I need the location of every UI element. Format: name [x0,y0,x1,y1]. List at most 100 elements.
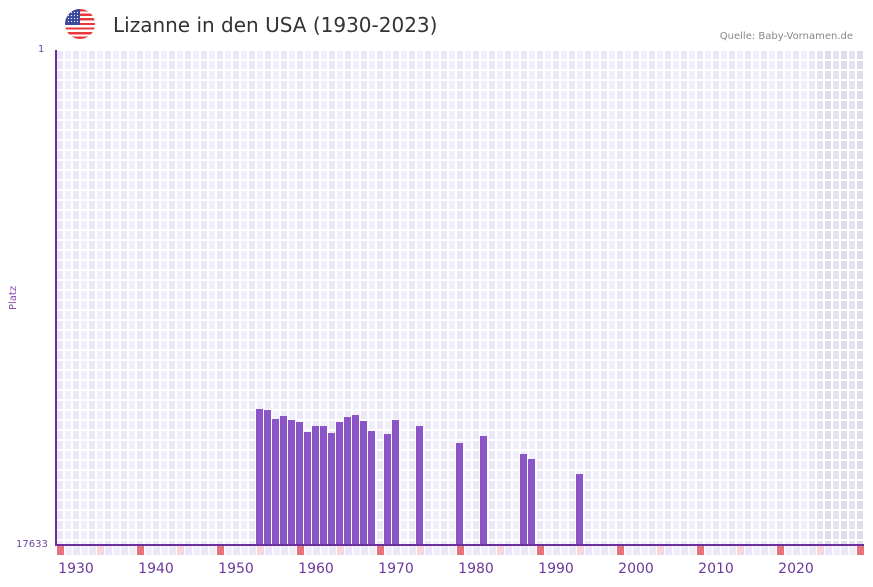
bar-1993 [576,474,583,545]
year-marker [625,546,632,555]
year-marker [313,546,320,555]
year-marker [753,546,760,555]
year-marker [545,546,552,555]
year-marker [713,546,720,555]
year-marker [633,546,640,555]
x-tick-1930: 1930 [58,561,94,577]
year-marker [137,546,144,555]
year-marker [393,546,400,555]
year-marker [705,546,712,555]
x-tick-2020: 2020 [778,561,814,577]
year-marker [849,546,856,555]
year-marker [185,546,192,555]
year-marker [105,546,112,555]
year-marker [353,546,360,555]
y-axis-line [55,50,57,545]
year-marker [681,546,688,555]
bar-1961 [320,425,327,545]
year-marker [273,546,280,555]
year-marker [697,546,704,555]
year-marker [793,546,800,555]
bar-1958 [296,422,303,545]
year-marker [473,546,480,555]
year-marker [225,546,232,555]
year-marker [553,546,560,555]
year-marker [641,546,648,555]
year-marker [537,546,544,555]
year-marker [201,546,208,555]
bar-1960 [312,425,319,545]
bar-1970 [392,419,399,545]
x-tick-1970: 1970 [378,561,414,577]
year-marker [769,546,776,555]
year-marker [337,546,344,555]
year-marker [665,546,672,555]
year-marker [761,546,768,555]
year-marker [593,546,600,555]
year-marker [513,546,520,555]
x-tick-1990: 1990 [538,561,574,577]
year-marker [161,546,168,555]
year-marker [377,546,384,555]
grid [57,51,863,545]
chart-title: Lizanne in den USA (1930-2023) [113,13,438,37]
year-marker [721,546,728,555]
year-marker [673,546,680,555]
year-marker [209,546,216,555]
year-marker [617,546,624,555]
year-marker [145,546,152,555]
bar-1962 [328,432,335,545]
x-axis-line [55,544,864,546]
year-marker [649,546,656,555]
year-marker [585,546,592,555]
year-marker [657,546,664,555]
year-marker [241,546,248,555]
bar-1966 [360,420,367,545]
year-marker [113,546,120,555]
year-marker [121,546,128,555]
year-marker [433,546,440,555]
year-marker [825,546,832,555]
bar-1959 [304,432,311,545]
year-marker [177,546,184,555]
bar-1978 [456,443,463,545]
x-tick-1950: 1950 [218,561,254,577]
us-flag-icon [65,9,95,39]
year-marker [601,546,608,555]
bar-1953 [256,409,263,545]
year-marker [321,546,328,555]
x-tick-2010: 2010 [698,561,734,577]
year-marker [345,546,352,555]
year-marker [817,546,824,555]
year-marker [441,546,448,555]
bar-1973 [416,425,423,545]
year-marker [737,546,744,555]
bar-1986 [520,453,527,545]
x-tick-2000: 2000 [618,561,654,577]
year-marker [481,546,488,555]
year-marker [529,546,536,555]
x-tick-1940: 1940 [138,561,174,577]
source-label: Quelle: Baby-Vornamen.de [719,31,853,42]
year-marker [369,546,376,555]
bar-1987 [528,458,535,545]
year-marker [609,546,616,555]
year-marker [129,546,136,555]
x-tick-1960: 1960 [298,561,334,577]
year-marker [521,546,528,555]
year-marker [233,546,240,555]
year-marker [577,546,584,555]
bar-1969 [384,433,391,545]
plot-area [56,50,864,545]
year-marker [153,546,160,555]
year-marker [193,546,200,555]
year-marker [809,546,816,555]
y-tick-bottom: 17633 [16,539,48,550]
year-marker [329,546,336,555]
year-marker [257,546,264,555]
year-marker [361,546,368,555]
year-marker [409,546,416,555]
year-marker [401,546,408,555]
year-marker [217,546,224,555]
y-axis-title: Platz [8,285,19,310]
